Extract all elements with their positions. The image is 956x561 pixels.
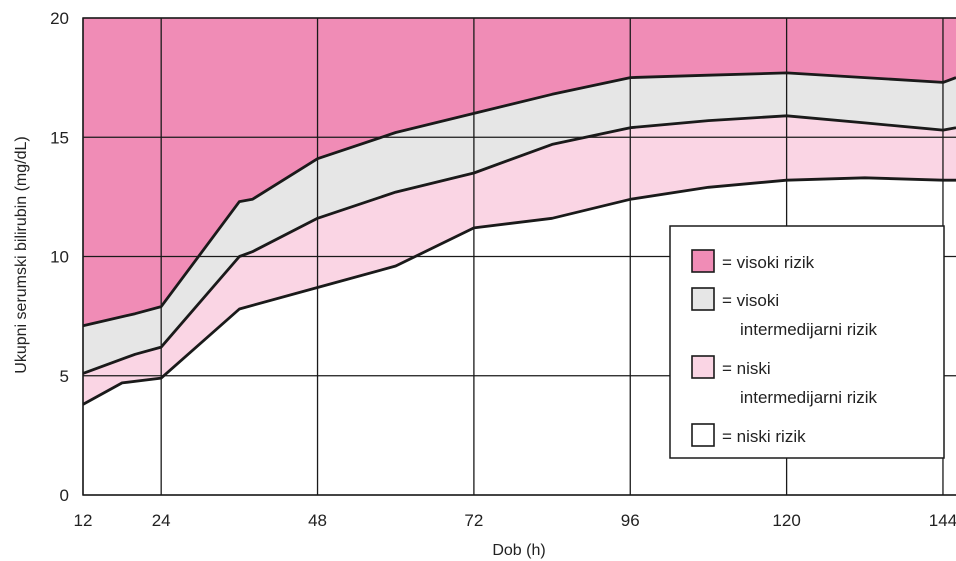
legend-label: = visoki rizik: [722, 253, 815, 272]
x-tick-label: 24: [152, 511, 171, 530]
legend: = visoki rizik = visoki intermedijarni riz…: [669, 225, 945, 459]
legend-swatch: [691, 355, 715, 379]
x-tick-label: 48: [308, 511, 327, 530]
legend-swatch: [691, 249, 715, 273]
threshold-line-high-threshold: [82, 71, 956, 328]
plot-frame: [82, 17, 956, 496]
legend-label: = niski rizik: [722, 427, 806, 446]
y-tick-label: 15: [50, 128, 69, 147]
legend-label: intermedijarni rizik: [740, 388, 877, 407]
risk-band-1: [83, 18, 956, 326]
threshold-line-intermediate-threshold: [82, 114, 956, 375]
legend-box: [669, 225, 945, 459]
risk-band-2: [83, 72, 956, 374]
threshold-line-low-threshold: [82, 176, 956, 406]
x-tick-label: 72: [464, 511, 483, 530]
y-tick-label: 10: [50, 248, 69, 267]
y-tick-label: 5: [60, 367, 69, 386]
x-tick-label: 120: [772, 511, 800, 530]
x-axis-ticks: 12 24 48 72 96 120 144: [74, 511, 956, 530]
y-axis-title: Ukupni serumski bilirubin (mg/dL): [13, 136, 30, 373]
legend-swatch: [691, 287, 715, 311]
x-tick-label: 12: [74, 511, 93, 530]
legend-label: = niski: [722, 359, 771, 378]
x-tick-label: 144: [929, 511, 956, 530]
legend-label: intermedijarni rizik: [740, 320, 877, 339]
y-axis-ticks: 0 5 10 15 20: [50, 9, 69, 505]
y-tick-label: 20: [50, 9, 69, 28]
x-axis-title: Dob (h): [492, 542, 545, 559]
legend-swatch: [691, 423, 715, 447]
threshold-lines: [82, 71, 956, 406]
legend-label: = visoki: [722, 291, 779, 310]
risk-band-3: [83, 115, 956, 405]
y-tick-label: 0: [60, 486, 69, 505]
x-tick-label: 96: [621, 511, 640, 530]
